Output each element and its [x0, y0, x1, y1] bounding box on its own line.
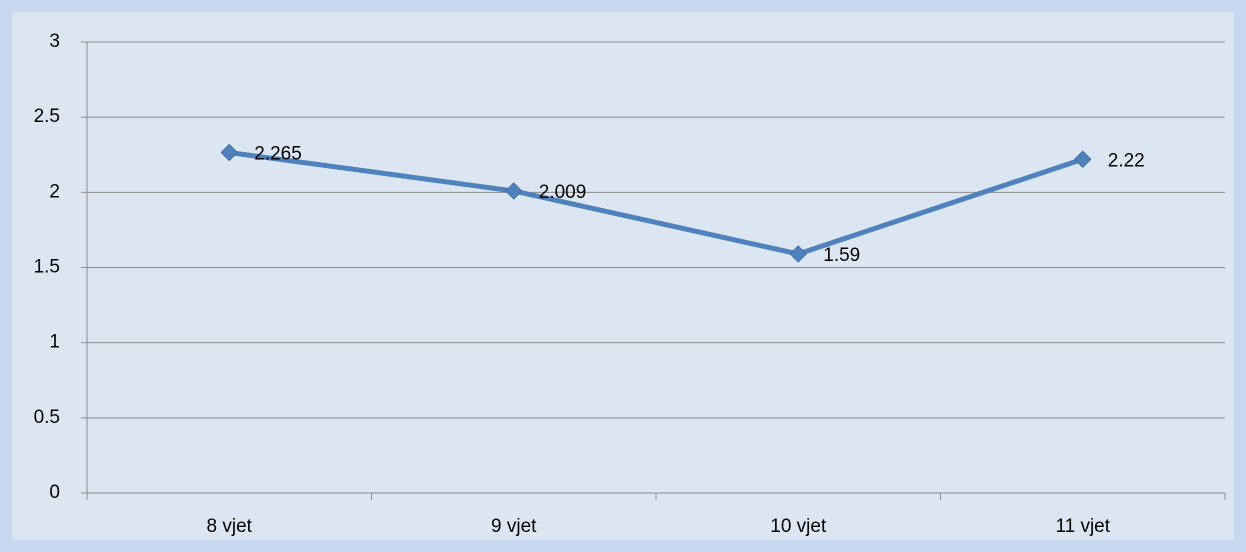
x-tick-label: 9 vjet — [491, 516, 537, 537]
y-tick-label: 0.5 — [34, 407, 60, 428]
marker — [505, 182, 523, 200]
y-tick-label: 2.5 — [34, 106, 60, 127]
chart-area — [12, 12, 1234, 540]
line-series — [228, 150, 1084, 257]
x-tick-label: 8 vjet — [207, 516, 253, 537]
marker — [789, 245, 807, 263]
data-label: 2.009 — [539, 182, 587, 203]
marker — [1074, 150, 1092, 168]
data-label: 1.59 — [823, 245, 860, 266]
x-tick-label: 11 vjet — [1055, 516, 1110, 537]
marker — [220, 143, 238, 162]
data-label: 2.22 — [1108, 150, 1145, 171]
x-tick-label: 10 vjet — [770, 516, 827, 537]
y-tick-label: 0 — [49, 482, 60, 503]
y-tick-label: 2 — [49, 181, 60, 202]
data-label: 2.265 — [254, 144, 302, 165]
y-tick-label: 1.5 — [34, 257, 60, 278]
y-tick-label: 3 — [49, 31, 60, 52]
y-tick-label: 1 — [49, 332, 60, 353]
